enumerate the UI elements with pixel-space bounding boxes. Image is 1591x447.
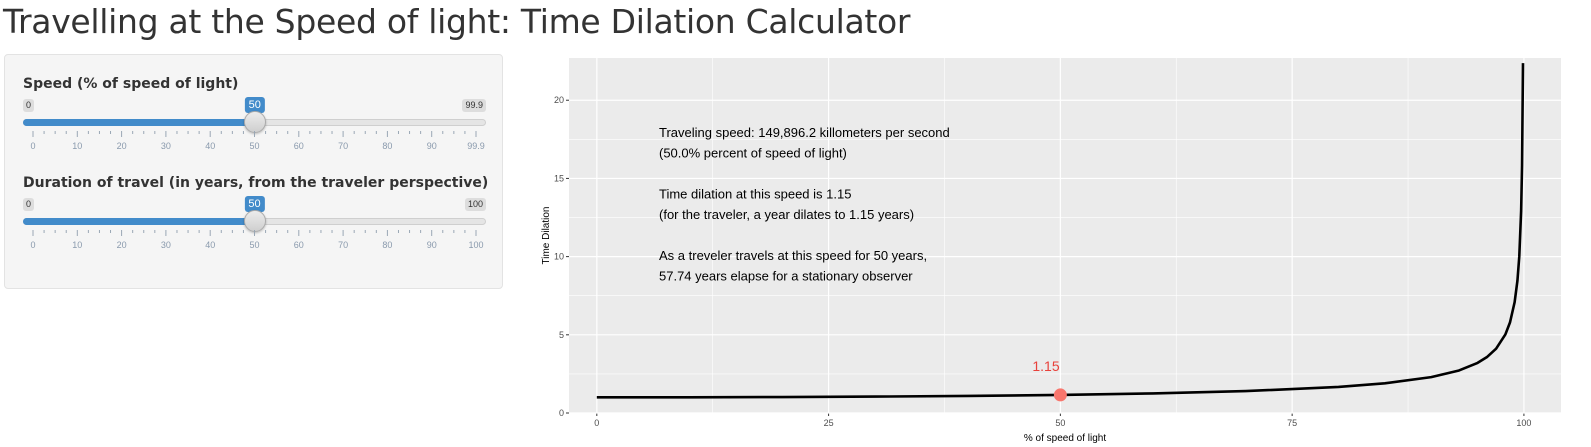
- duration-slider-value: 50: [244, 196, 265, 212]
- annotation-line: 57.74 years elapse for a stationary obse…: [659, 269, 913, 284]
- slider-tick-label: 30: [161, 141, 171, 151]
- slider-tick-label: 70: [338, 141, 348, 151]
- time-dilation-plot: 0 25 50 75 100 0 5 10 15 20 1.15 Traveling speed: 1…: [530, 56, 1591, 447]
- slider-tick-label: 0: [30, 240, 35, 250]
- annotation-line: Time dilation at this speed is 1.15: [659, 187, 851, 202]
- speed-slider-ticks: 0 10 20 30 40 50 60 70 80 90 99.9: [30, 131, 485, 151]
- speed-slider-fill: [23, 119, 255, 126]
- current-speed-point-label: 1.15: [1032, 358, 1059, 374]
- slider-tick-label: 80: [382, 141, 392, 151]
- sidebar-panel: Speed (% of speed of light) 0 99.9 50 0 1…: [4, 54, 503, 289]
- slider-tick-label: 99.9: [467, 141, 485, 151]
- x-axis-title: % of speed of light: [1024, 433, 1106, 444]
- slider-tick-label: 10: [72, 240, 82, 250]
- duration-slider-fill: [23, 218, 255, 225]
- y-tick-label: 15: [554, 173, 564, 183]
- slider-tick-label: 20: [117, 240, 127, 250]
- annotation-line: (for the traveler, a year dilates to 1.1…: [659, 207, 914, 222]
- plot-panel: [569, 58, 1561, 413]
- duration-slider-max: 100: [464, 198, 486, 211]
- annotation-line: Traveling speed: 149,896.2 killometers p…: [659, 125, 950, 140]
- duration-slider-ticks: 0 10 20 30 40 50 60 70 80 90 100: [30, 230, 484, 250]
- slider-tick-label: 90: [427, 240, 437, 250]
- x-tick-label: 50: [1055, 418, 1065, 428]
- duration-slider[interactable]: 0 100 50 0 10 20 30 40 50 60 70 80 90 100: [23, 196, 486, 258]
- y-tick-label: 5: [559, 330, 564, 340]
- slider-tick-label: 90: [427, 141, 437, 151]
- annotation-line: (50.0% percent of speed of light): [659, 146, 847, 161]
- speed-slider-min: 0: [23, 99, 35, 112]
- annotation-line: As a treveler travels at this speed for …: [659, 248, 927, 263]
- slider-tick-label: 80: [382, 240, 392, 250]
- slider-tick-label: 30: [161, 240, 171, 250]
- slider-tick-label: 40: [205, 141, 215, 151]
- speed-slider-handle[interactable]: [243, 111, 266, 133]
- slider-tick-label: 100: [468, 240, 483, 250]
- duration-slider-min: 0: [23, 198, 35, 211]
- slider-tick-label: 20: [117, 141, 127, 151]
- y-tick-label: 20: [554, 95, 564, 105]
- duration-slider-label: Duration of travel (in years, from the t…: [23, 175, 489, 191]
- plot-svg: 0 25 50 75 100 0 5 10 15 20 1.15 Traveling speed: 1…: [541, 58, 1561, 444]
- x-tick-label: 25: [824, 418, 834, 428]
- slider-tick-label: 50: [249, 240, 259, 250]
- y-tick-label: 10: [554, 252, 564, 262]
- slider-tick-label: 60: [294, 141, 304, 151]
- time-dilation-curve: [596, 63, 1525, 399]
- slider-tick-label: 10: [72, 141, 82, 151]
- current-speed-point: [1053, 388, 1067, 402]
- slider-tick-label: 0: [30, 141, 35, 151]
- x-tick-label: 100: [1516, 418, 1531, 428]
- slider-tick-label: 60: [294, 240, 304, 250]
- y-tick-label: 0: [559, 408, 564, 418]
- speed-slider-max: 99.9: [462, 99, 486, 112]
- speed-slider-label: Speed (% of speed of light): [23, 76, 239, 92]
- slider-tick-label: 70: [338, 240, 348, 250]
- y-axis-title: Time Dilation: [541, 207, 552, 265]
- x-tick-label: 0: [594, 418, 599, 428]
- slider-tick-label: 50: [249, 141, 259, 151]
- x-tick-label: 75: [1287, 418, 1297, 428]
- speed-slider-value: 50: [244, 97, 265, 113]
- app-title: Travelling at the Speed of light: Time D…: [3, 2, 911, 41]
- slider-tick-label: 40: [205, 240, 215, 250]
- speed-slider[interactable]: 0 99.9 50 0 10 20 30 40 50 60 70 80 90 99.9: [23, 97, 486, 159]
- duration-slider-handle[interactable]: [243, 210, 266, 232]
